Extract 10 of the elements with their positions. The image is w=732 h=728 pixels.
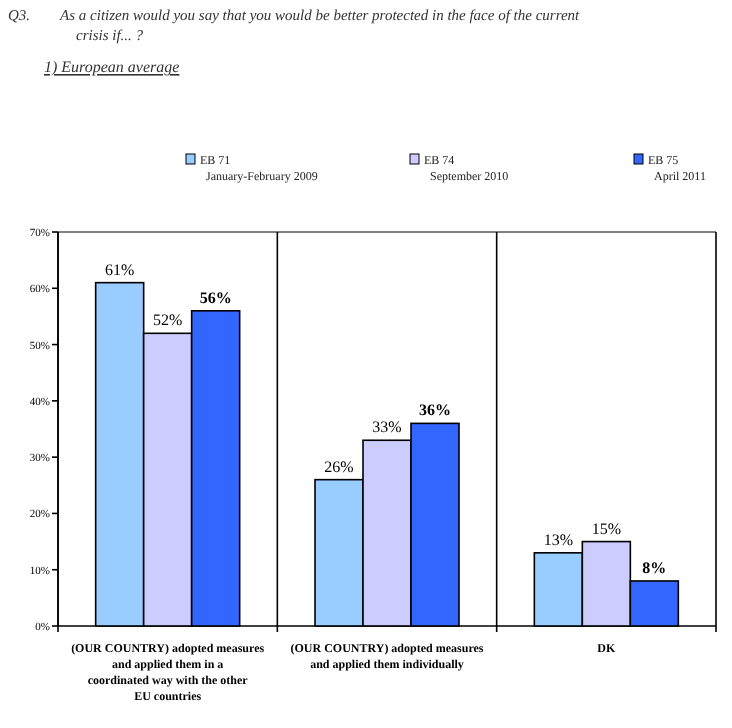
data-label: 8% [642, 558, 667, 577]
data-label: 52% [152, 311, 183, 330]
data-label: 56% [199, 288, 232, 307]
data-label: 15% [591, 519, 622, 538]
data-label: 36% [419, 401, 451, 420]
data-label: 26% [324, 457, 355, 476]
data-label: 33% [372, 418, 403, 437]
data-label: 61% [104, 260, 135, 279]
data-label: 13% [543, 530, 574, 549]
chart-subtitle: 1) European average [44, 58, 181, 76]
